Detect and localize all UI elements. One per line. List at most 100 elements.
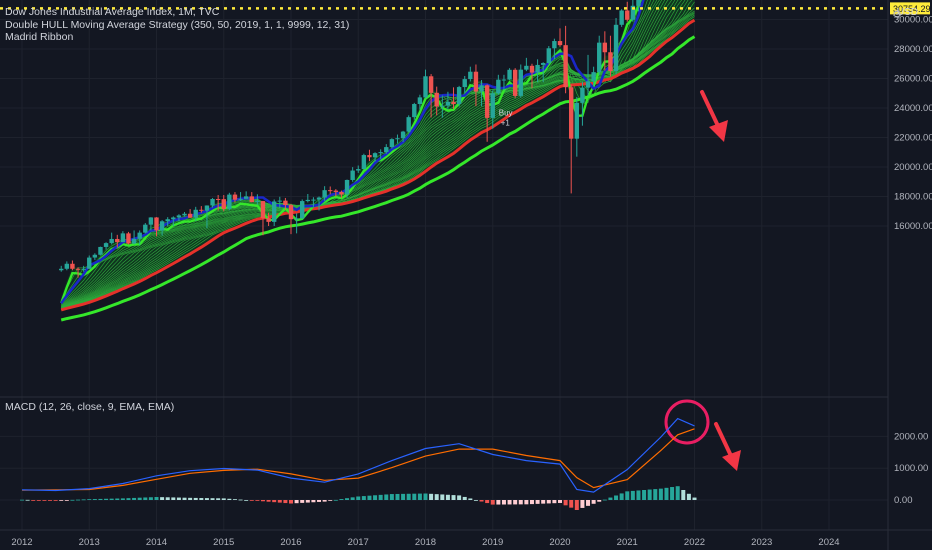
candle-body[interactable] [395, 138, 400, 140]
candle-body[interactable] [468, 71, 473, 80]
candle-body[interactable] [473, 71, 479, 92]
candle-body[interactable] [283, 200, 288, 206]
candle-body[interactable] [199, 209, 204, 211]
currency-label[interactable]: USD [896, 7, 918, 18]
candle-body[interactable] [535, 64, 540, 73]
candle-body[interactable] [602, 42, 608, 53]
candle-body[interactable] [131, 238, 137, 244]
candle-body[interactable] [512, 69, 518, 96]
candle-body[interactable] [524, 65, 529, 70]
candle-body[interactable] [496, 79, 501, 94]
candle-body[interactable] [204, 205, 210, 211]
candle-body[interactable] [451, 101, 456, 105]
candle-body[interactable] [311, 199, 316, 201]
candle-body[interactable] [148, 217, 154, 225]
candle-body[interactable] [518, 69, 523, 96]
candle-body[interactable] [126, 233, 131, 244]
candle-body[interactable] [417, 97, 423, 105]
candle-body[interactable] [215, 199, 221, 201]
candle-body[interactable] [87, 257, 92, 269]
candle-body[interactable] [434, 92, 439, 107]
macd-legend[interactable]: MACD (12, 26, close, 9, EMA, EMA) [5, 401, 175, 413]
ribbon-legend[interactable]: Madrid Ribbon [5, 31, 74, 43]
candle-body[interactable] [187, 213, 193, 218]
candle-body[interactable] [92, 254, 98, 258]
candle-body[interactable] [75, 268, 81, 270]
candle-body[interactable] [428, 76, 434, 93]
candle-body[interactable] [344, 179, 350, 195]
candle-body[interactable] [316, 197, 322, 200]
level-price-badge[interactable] [890, 2, 930, 15]
candle-body[interactable] [625, 10, 630, 20]
candle-body[interactable] [361, 155, 367, 170]
candle-body[interactable] [630, 5, 636, 20]
candle-body[interactable] [423, 76, 428, 98]
candle-body[interactable] [591, 72, 596, 82]
candle-body[interactable] [400, 131, 406, 139]
candle-body[interactable] [98, 246, 103, 255]
candle-body[interactable] [440, 105, 445, 107]
candle-body[interactable] [137, 232, 142, 239]
candle-body[interactable] [563, 45, 568, 88]
candle-body[interactable] [339, 191, 344, 195]
candle-body[interactable] [367, 155, 372, 158]
candle-body[interactable] [580, 87, 585, 103]
candle-body[interactable] [546, 48, 551, 64]
candle-body[interactable] [389, 139, 395, 148]
candle-body[interactable] [120, 233, 126, 243]
candle-body[interactable] [597, 42, 602, 73]
candle-body[interactable] [109, 238, 114, 244]
candle-body[interactable] [143, 224, 148, 233]
candle-body[interactable] [232, 194, 238, 200]
candle-body[interactable] [585, 81, 591, 88]
candle-body[interactable] [445, 101, 451, 106]
candle-body[interactable] [574, 102, 580, 139]
candle-body[interactable] [479, 85, 484, 92]
candle-body[interactable] [552, 41, 557, 49]
candle-body[interactable] [221, 199, 226, 209]
candle-body[interactable] [507, 69, 512, 80]
candle-body[interactable] [569, 87, 574, 139]
candle-body[interactable] [350, 170, 355, 180]
candle-body[interactable] [613, 24, 619, 72]
candle-body[interactable] [294, 218, 299, 220]
candle-body[interactable] [159, 221, 165, 231]
candle-body[interactable] [249, 196, 254, 203]
strategy-legend[interactable]: Double HULL Moving Average Strategy (350… [5, 19, 350, 31]
candle-body[interactable] [529, 65, 535, 73]
candle-body[interactable] [182, 213, 187, 216]
candle-body[interactable] [384, 147, 389, 153]
candle-body[interactable] [484, 85, 490, 118]
candle-body[interactable] [372, 153, 378, 158]
candle-body[interactable] [557, 41, 563, 46]
macd-pane[interactable] [20, 417, 697, 511]
macd-line[interactable] [21, 417, 695, 493]
candle-body[interactable] [619, 10, 624, 25]
candle-body[interactable] [176, 215, 182, 218]
candle-body[interactable] [227, 194, 232, 209]
price-and-time-axes[interactable]: 16000.00 18000.00 20000.00 22000.00 24000.00… [11, 0, 932, 548]
candle-body[interactable] [70, 263, 75, 269]
candle-body[interactable] [540, 63, 546, 65]
candle-body[interactable] [456, 87, 462, 105]
candle-body[interactable] [165, 219, 170, 222]
candle-body[interactable] [154, 217, 159, 231]
candle-body[interactable] [288, 205, 294, 220]
candle-body[interactable] [412, 104, 417, 118]
candle-body[interactable] [356, 169, 361, 171]
candle-body[interactable] [277, 200, 282, 202]
candle-body[interactable] [305, 199, 311, 202]
candle-body[interactable] [115, 238, 120, 243]
candle-body[interactable] [636, 0, 641, 6]
candle-body[interactable] [260, 201, 266, 219]
candlestick-series[interactable] [59, 0, 697, 278]
candle-body[interactable] [462, 79, 467, 88]
candle-body[interactable] [59, 268, 64, 271]
candle-body[interactable] [322, 190, 327, 198]
candle-body[interactable] [406, 117, 411, 132]
symbol-title[interactable]: Dow Jones Industrial Average Index, 1M, … [5, 6, 220, 18]
candle-body[interactable] [266, 218, 271, 222]
candle-body[interactable] [271, 201, 277, 222]
candle-body[interactable] [243, 196, 249, 199]
